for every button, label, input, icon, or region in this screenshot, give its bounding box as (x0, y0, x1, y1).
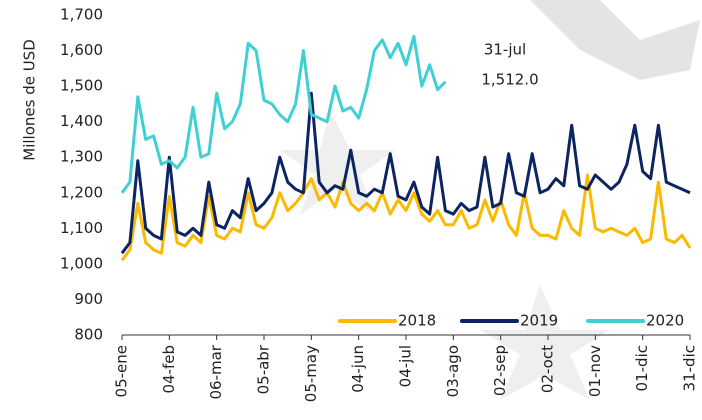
chart: Millones de USD 31-jul 1,512.0 1,700 1,60… (0, 0, 702, 420)
x-tick-label: 06-mar (207, 344, 225, 399)
background-decoration (280, 0, 700, 400)
y-tick-label: 1,000 (60, 254, 103, 272)
annotation: 31-jul (484, 41, 526, 59)
x-tick-label: 02-oct (539, 345, 557, 393)
legend-label: 2020 (646, 312, 684, 330)
x-tick-label: 05-ene (113, 345, 131, 397)
y-tick-label: 800 (74, 326, 103, 344)
y-tick-label: 1,400 (60, 112, 103, 130)
y-tick-label: 1,600 (60, 41, 103, 59)
x-tick-label: 31-dic (681, 345, 699, 391)
y-tick-label: 1,700 (60, 6, 103, 24)
y-tick-label: 1,300 (60, 148, 103, 166)
x-tick-label: 01-dic (633, 345, 651, 391)
x-tick-label: 04-feb (160, 345, 178, 394)
y-tick-label: 1,500 (60, 77, 103, 95)
legend-label: 2019 (520, 312, 558, 330)
x-tick-label: 03-ago (444, 345, 462, 397)
y-tick-label: 1,200 (60, 183, 103, 201)
y-axis-label: Millones de USD (21, 39, 39, 161)
x-tick-label: 04-jul (397, 345, 415, 387)
series-line (122, 93, 690, 253)
x-tick-label: 05-abr (255, 344, 273, 394)
annotation: 1,512.0 (481, 71, 538, 89)
legend-label: 2018 (398, 312, 436, 330)
x-tick-label: 04-jun (349, 345, 367, 393)
x-tick-label: 05-may (302, 345, 320, 402)
x-tick-label: 01-nov (586, 345, 604, 397)
x-tick-label: 02-sep (491, 345, 509, 396)
y-tick-label: 1,100 (60, 219, 103, 237)
y-tick-label: 900 (74, 290, 103, 308)
